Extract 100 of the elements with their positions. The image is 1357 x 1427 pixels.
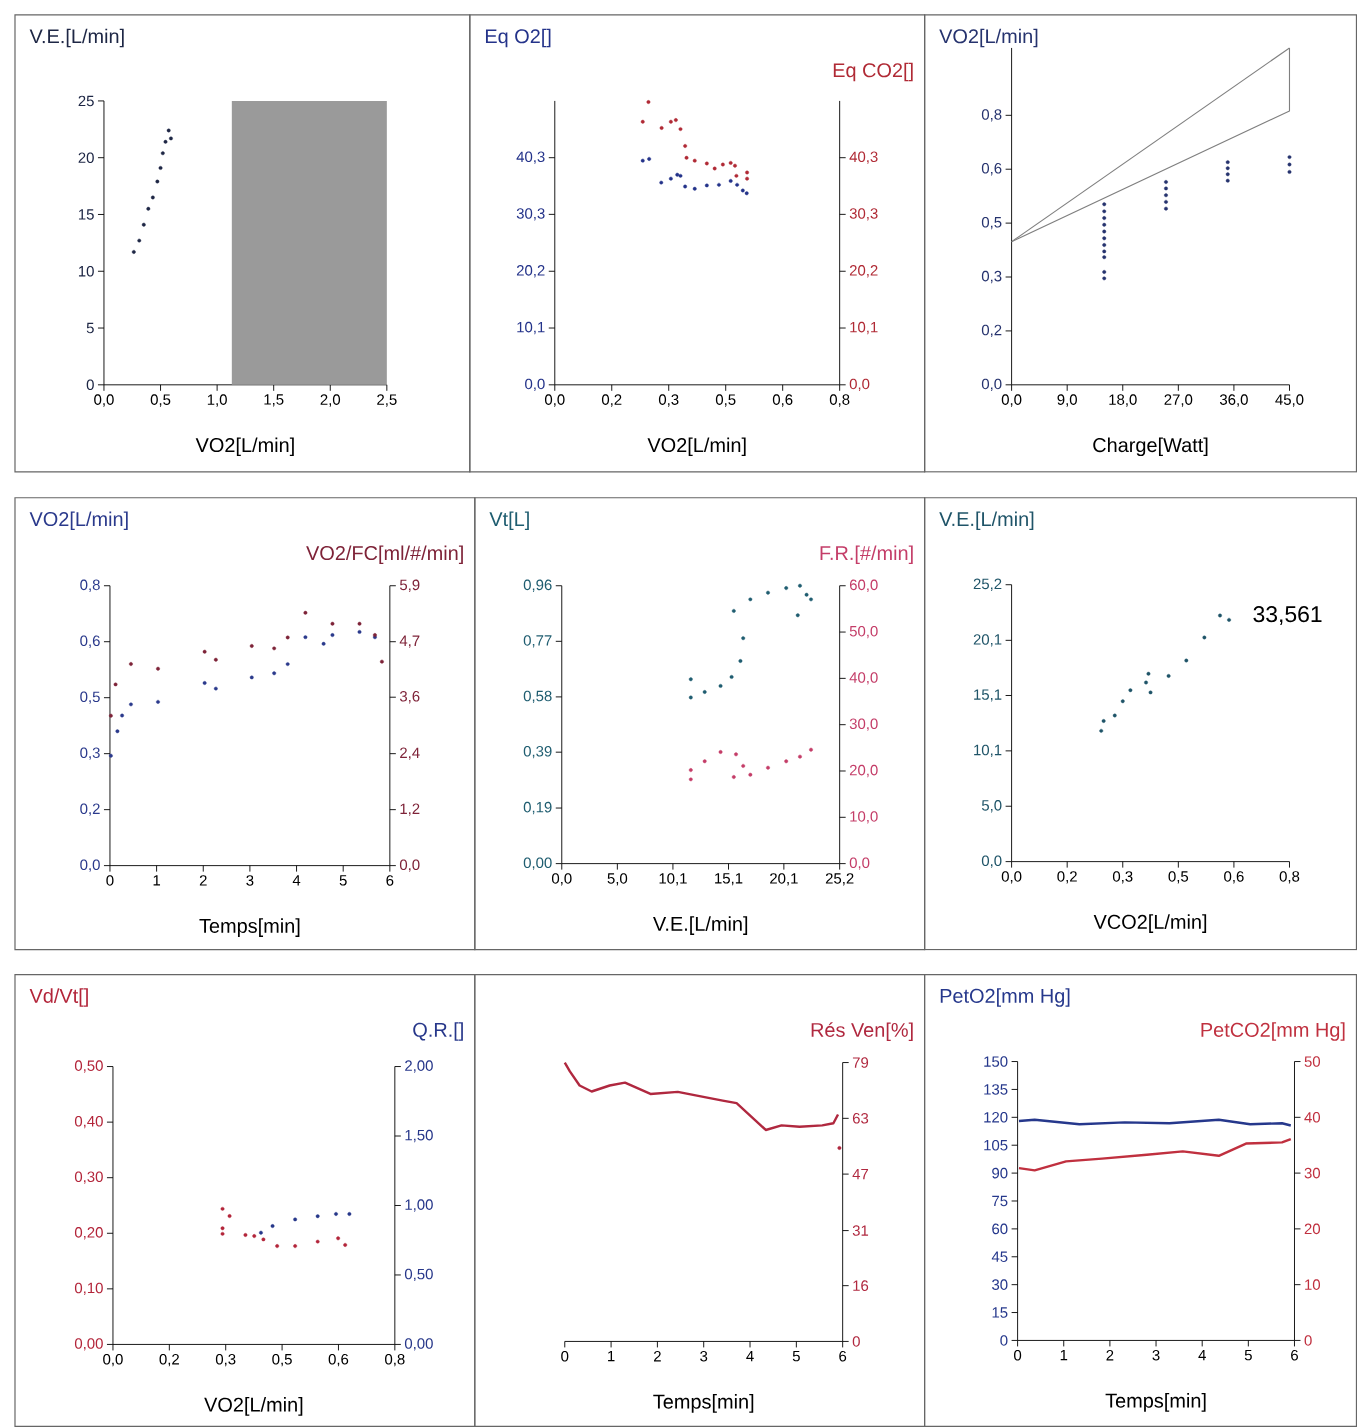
x-tick-label: 0	[561, 1350, 569, 1362]
x-tick-label: 9,0	[1057, 394, 1077, 407]
y-tick-label: 0,96	[523, 579, 552, 592]
y2-tick-label: 50	[1304, 1056, 1321, 1067]
y2-tick-label: 31	[852, 1225, 869, 1236]
y2-tick-label: 10	[1305, 1279, 1321, 1290]
y-tick-label: 0,00	[74, 1338, 103, 1351]
x-tick-label: 2,5	[377, 394, 397, 407]
y-tick-label: 20,2	[516, 265, 545, 278]
x-tick-label: 3	[246, 875, 254, 886]
y-tick-label: 0	[1000, 1335, 1008, 1346]
y-axis-title: PetO2[mm Hg]	[940, 988, 1070, 1007]
y2-tick-label: 5,9	[399, 579, 420, 592]
y-tick-label: 0,77	[523, 635, 552, 648]
x-tick-label: 45,0	[1275, 394, 1304, 407]
x-tick-label: 0,5	[150, 394, 171, 407]
y-axis-title: VO2[L/min]	[939, 28, 1038, 48]
x-axis-title: Charge[Watt]	[1093, 437, 1208, 457]
y2-tick-label: 20	[1304, 1223, 1321, 1235]
x-tick-label: 0,5	[272, 1353, 292, 1367]
y-axis-title: Vd/Vt[]	[29, 988, 88, 1007]
y2-tick-label: 0,0	[849, 378, 870, 391]
x-tick-label: 20,1	[770, 873, 798, 886]
x-tick-label: 0,8	[829, 394, 850, 407]
x-axis-title: V.E.[L/min]	[653, 916, 748, 935]
x-tick-label: 6	[839, 1350, 847, 1362]
x-tick-label: 0,2	[1057, 871, 1077, 884]
y-tick-label: 0,10	[74, 1282, 103, 1296]
x-tick-label: 27,0	[1164, 394, 1193, 407]
y2-tick-label: 3,6	[399, 691, 420, 704]
x-tick-label: 0	[1014, 1349, 1022, 1361]
x-tick-label: 10,1	[659, 873, 687, 886]
x-tick-label: 2,0	[320, 394, 341, 407]
x-axis-title: VO2[L/min]	[204, 1397, 303, 1416]
x-tick-label: 4	[1198, 1349, 1206, 1361]
y-tick-label: 0,0	[981, 378, 1002, 391]
y-tick-label: 90	[992, 1167, 1008, 1179]
y2-axis-title: Eq CO2[]	[833, 62, 913, 82]
x-tick-label: 0,5	[1168, 871, 1189, 884]
y-axis-title: Vt[L]	[489, 511, 529, 531]
y2-tick-label: 47	[852, 1168, 869, 1180]
y-tick-label: 0,20	[74, 1227, 103, 1240]
annotation: 33,561	[1253, 606, 1322, 625]
x-tick-label: 15,1	[715, 873, 743, 886]
y-tick-label: 0,5	[981, 216, 1002, 230]
x-axis-title: Temps[min]	[199, 918, 300, 937]
x-tick-label: 25,2	[825, 873, 854, 886]
y-tick-label: 0,3	[80, 747, 100, 760]
x-tick-label: 0,0	[1001, 394, 1022, 407]
x-tick-label: 3	[1152, 1349, 1160, 1361]
x-tick-label: 0,3	[1112, 871, 1133, 884]
y2-tick-label: 2,00	[405, 1060, 433, 1073]
y-tick-label: 0,8	[981, 109, 1002, 122]
y2-tick-label: 30	[1304, 1167, 1321, 1179]
y-tick-label: 0,30	[74, 1171, 103, 1184]
y-tick-label: 40,3	[516, 151, 545, 164]
y-tick-label: 0,0	[80, 859, 100, 872]
y2-axis-title: Rés Ven[%]	[811, 1022, 913, 1041]
y2-tick-label: 1,50	[405, 1129, 433, 1143]
y-tick-label: 0,58	[523, 690, 552, 704]
x-tick-label: 0,0	[544, 394, 565, 407]
y2-tick-label: 50,0	[849, 625, 878, 639]
y2-tick-label: 10,1	[850, 321, 878, 335]
y-tick-label: 0,0	[981, 855, 1002, 868]
x-tick-label: 0	[106, 875, 114, 886]
x-axis-title: VO2[L/min]	[195, 437, 294, 457]
y2-tick-label: 40,0	[849, 672, 878, 685]
y-tick-label: 25	[78, 95, 94, 107]
y-tick-label: 0,2	[981, 324, 1002, 338]
x-tick-label: 0,3	[658, 394, 679, 407]
y-tick-label: 0,0	[525, 378, 545, 391]
y-tick-label: 0,50	[74, 1060, 103, 1073]
y2-tick-label: 20,2	[849, 265, 878, 278]
y-tick-label: 0,6	[981, 163, 1002, 176]
y2-tick-label: 0	[852, 1336, 860, 1347]
x-tick-label: 6	[1291, 1349, 1298, 1361]
x-tick-label: 1	[1060, 1349, 1068, 1361]
x-tick-label: 0,0	[103, 1353, 123, 1367]
y-tick-label: 15,1	[974, 689, 1002, 702]
y2-axis-title: Q.R.[]	[413, 1022, 463, 1041]
y-tick-label: 10,1	[974, 744, 1002, 758]
x-tick-label: 2	[653, 1350, 661, 1362]
y-axis-title: VO2[L/min]	[29, 511, 128, 531]
y2-tick-label: 1,00	[405, 1199, 433, 1212]
y2-tick-label: 79	[852, 1057, 869, 1068]
y-tick-label: 5,0	[981, 800, 1002, 813]
y2-tick-label: 30,3	[849, 208, 878, 221]
y-tick-label: 0,8	[80, 579, 100, 592]
y-tick-label: 45	[991, 1251, 1008, 1262]
y2-tick-label: 10,0	[850, 811, 878, 824]
x-tick-label: 2	[1106, 1349, 1114, 1361]
y2-axis-title: VO2/FC[ml/#/min]	[306, 545, 463, 565]
x-axis-title: Temps[min]	[653, 1394, 754, 1413]
x-tick-label: 1,0	[207, 394, 227, 407]
y2-tick-label: 0,0	[399, 859, 420, 872]
y-tick-label: 15	[78, 209, 94, 220]
x-tick-label: 0,6	[328, 1353, 349, 1367]
y-tick-label: 30	[992, 1279, 1008, 1290]
x-tick-label: 0,5	[715, 394, 736, 407]
x-tick-label: 5	[792, 1350, 800, 1362]
